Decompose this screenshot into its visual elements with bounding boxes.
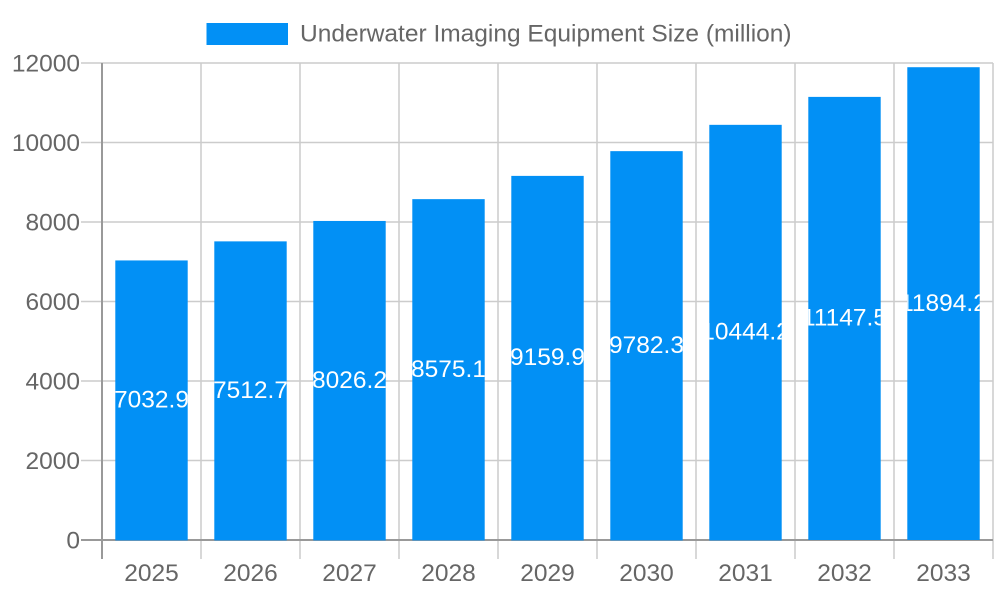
svg-text:2029: 2029: [520, 560, 575, 587]
svg-text:7512.7: 7512.7: [213, 377, 288, 404]
svg-text:2031: 2031: [718, 560, 773, 587]
svg-text:8026.2: 8026.2: [312, 367, 387, 394]
svg-text:11147.5: 11147.5: [802, 305, 887, 332]
svg-text:8000: 8000: [25, 210, 80, 237]
svg-text:2028: 2028: [421, 560, 476, 587]
svg-text:2000: 2000: [25, 448, 80, 475]
svg-text:2032: 2032: [817, 560, 872, 587]
svg-text:11894.2: 11894.2: [900, 290, 987, 317]
svg-text:7032.9: 7032.9: [114, 387, 189, 414]
svg-text:6000: 6000: [25, 289, 80, 316]
svg-text:12000: 12000: [12, 51, 80, 78]
svg-text:0: 0: [66, 528, 80, 555]
svg-text:4000: 4000: [25, 369, 80, 396]
svg-text:2025: 2025: [124, 560, 179, 587]
svg-text:10444.2: 10444.2: [701, 319, 790, 346]
svg-text:2026: 2026: [223, 560, 278, 587]
svg-text:2027: 2027: [322, 560, 377, 587]
svg-text:2030: 2030: [619, 560, 674, 587]
svg-text:9159.9: 9159.9: [510, 344, 585, 371]
svg-text:8575.1: 8575.1: [411, 356, 486, 383]
svg-text:2033: 2033: [916, 560, 971, 587]
svg-text:9782.3: 9782.3: [609, 332, 684, 359]
svg-text:Underwater Imaging Equipment S: Underwater Imaging Equipment Size (milli…: [300, 21, 792, 48]
svg-text:10000: 10000: [12, 130, 80, 157]
